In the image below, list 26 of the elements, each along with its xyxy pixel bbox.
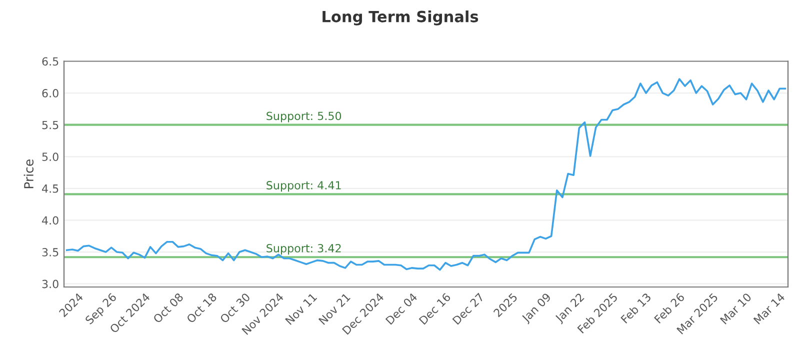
y-tick-label: 6.0 <box>42 89 58 98</box>
y-tick-label: 3.5 <box>42 248 58 256</box>
x-tick-label: Oct 30 <box>220 292 251 324</box>
ref-line-label: Support: 3.42 <box>266 244 341 255</box>
ref-line-label: Support: 4.41 <box>266 181 341 192</box>
ref-line-label: Support: 5.50 <box>266 112 342 122</box>
y-tick-label: 6.5 <box>42 57 58 66</box>
y-tick-label: 5.5 <box>42 120 58 130</box>
y-tick-label: 4.0 <box>42 216 58 225</box>
y-tick-label: 5.0 <box>42 152 58 162</box>
x-tick-label: Oct 18 <box>186 292 218 324</box>
x-tick-label: Dec 27 <box>452 292 484 325</box>
x-tick-label: Mar 14 <box>753 292 786 324</box>
x-tick-label: Feb 26 <box>654 292 685 324</box>
x-tick-label: Jan 22 <box>554 292 586 324</box>
x-tick-label: Dec 16 <box>418 292 452 325</box>
y-tick-label: 3.0 <box>42 280 58 288</box>
x-tick-label: Dec 04 <box>385 292 418 325</box>
x-tick-label: Jan 09 <box>520 292 553 324</box>
y-axis-title: Price <box>24 160 34 188</box>
x-tick-label: Feb 13 <box>620 292 652 324</box>
line-series <box>66 78 786 271</box>
x-tick-label: Oct 08 <box>152 292 184 324</box>
y-tick-label: 4.5 <box>42 184 58 193</box>
x-tick-label: Mar 10 <box>720 292 752 324</box>
chart-title: Long Term Signals <box>322 10 478 26</box>
